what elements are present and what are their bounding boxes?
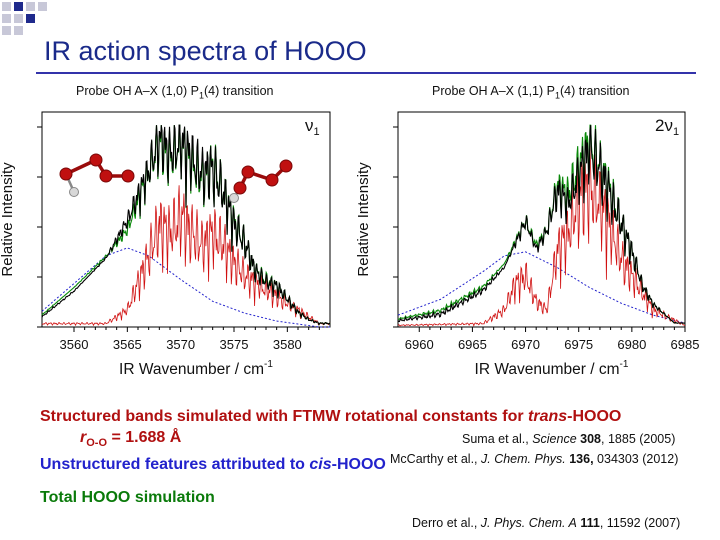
plot-frame — [397, 111, 686, 328]
x-axis-label: IR Wavenumber / cm-1 — [119, 359, 273, 378]
reference-3: Derro et al., J. Phys. Chem. A 111, 1159… — [412, 516, 681, 530]
structured-bands-caption: Structured bands simulated with FTMW rot… — [40, 408, 622, 425]
corner-decoration — [0, 0, 60, 40]
series-line-experiment — [41, 124, 331, 326]
x-tick-label: 6965 — [458, 337, 487, 352]
x-tick-label: 6975 — [564, 337, 593, 352]
x-tick-label: 3575 — [220, 337, 249, 352]
series-line-cis-hooo — [41, 247, 330, 328]
right-spectrum-chart: 6960 6965 6970 6975 6980 6985 IR Wavenumber / … — [355, 111, 700, 378]
x-tick-label: 6960 — [405, 337, 434, 352]
x-tick-label: 3565 — [113, 337, 142, 352]
series-line-trans-hooo — [41, 185, 331, 327]
hooo-molecule-icon — [59, 153, 135, 197]
reference-2: McCarthy et al., J. Chem. Phys. 136, 034… — [390, 452, 679, 466]
reference-1: Suma et al., Science 308, 1885 (2005) — [462, 432, 676, 446]
plot-frame — [41, 111, 331, 328]
series-line-trans-hooo — [397, 145, 686, 327]
x-tick-label: 6985 — [671, 337, 700, 352]
right-panel-caption: Probe OH A–X (1,1) P1(4) transition — [432, 84, 630, 101]
x-tick-label: 3580 — [273, 337, 302, 352]
slide-title: IR action spectra of HOOO — [44, 36, 367, 66]
title-rule — [36, 72, 696, 74]
x-tick-label: 6970 — [511, 337, 540, 352]
series-line-experiment — [397, 125, 685, 324]
band-label: 2ν1 — [655, 116, 679, 138]
total-caption: Total HOOO simulation — [40, 489, 215, 506]
band-label: ν1 — [305, 116, 320, 138]
y-axis-label: Relative Intensity — [0, 162, 16, 277]
hooo-molecule-icon — [229, 159, 293, 203]
x-tick-label: 3560 — [60, 337, 89, 352]
roo-caption: rO-O = 1.688 Å — [80, 429, 182, 450]
y-axis-label: Relative Intensity — [355, 162, 372, 277]
x-tick-label: 6980 — [617, 337, 646, 352]
left-panel-caption: Probe OH A–X (1,0) P1(4) transition — [76, 84, 274, 101]
unstructured-caption: Unstructured features attributed to cis-… — [40, 456, 386, 473]
x-tick-label: 3570 — [166, 337, 195, 352]
x-axis-label: IR Wavenumber / cm-1 — [475, 359, 629, 378]
